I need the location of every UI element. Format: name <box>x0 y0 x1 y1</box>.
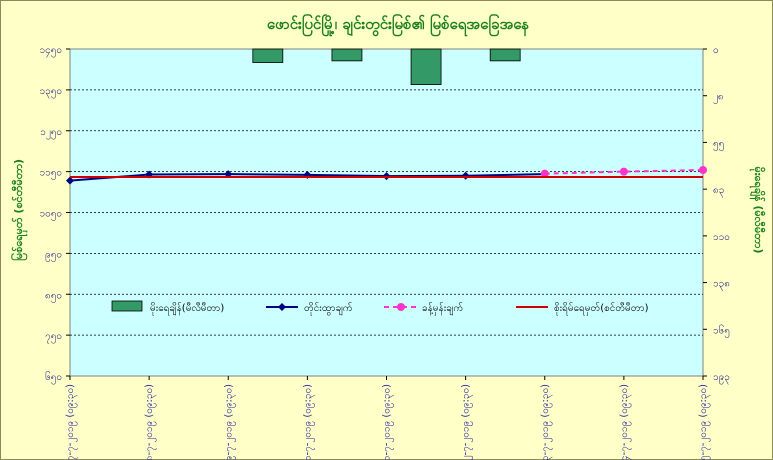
rainfall-bar <box>331 48 363 62</box>
y-axis-label-left: မြစ်ရေမှတ် (စင်တီမီတာ) <box>10 159 28 261</box>
bars <box>252 48 521 85</box>
y-tick-label-left: ၉၅၀ <box>45 249 62 262</box>
legend-marker-forecast <box>397 303 405 311</box>
y-tick-label-left: ၁၁၅၀ <box>40 168 63 181</box>
observed-point <box>66 176 74 185</box>
x-tick-label: ၂၅-၇-၂၀၁၉ (၀၉:၃၀) <box>698 384 711 460</box>
x-tick-label: ၂၀-၇-၂၀၁၉ (၀၉:၃၀) <box>302 384 315 460</box>
lines <box>66 165 707 185</box>
y-tick-label-left: ၁၂၅၀ <box>40 127 62 140</box>
legend-label: ခန့်မှန်းချက် <box>422 301 463 316</box>
x-tick-label: ၂၁-၇-၂၀၁၉ (၀၉:၃၀) <box>382 384 395 460</box>
legend-swatch-rainfall <box>111 300 143 312</box>
y-tick-label-right: ၁၃၈ <box>713 279 730 292</box>
x-tick-label: ၁၉-၇-၂၀၁၉ (၀၉:၃၀) <box>223 384 236 460</box>
x-tick-label: ၁၇-၇-၂၀၁၉ (၀၉:၃၀) <box>65 384 78 460</box>
y-tick-label-left: ၁၀၅၀ <box>40 209 63 222</box>
grid <box>70 89 703 336</box>
y-tick-label-left: ၁၄၅၀ <box>40 45 63 58</box>
y-tick-label-right: ၁၉၃ <box>713 372 730 385</box>
y-axis-label-right: မိုးရေချိန် (မီလီမီတာ) <box>749 167 766 254</box>
x-tick-label: ၂၃-၇-၂၀၁၉ (၀၉:၃၀) <box>540 384 553 460</box>
y-tick-label-left: ၁၃၅၀ <box>40 86 63 99</box>
forecast-point <box>699 165 707 174</box>
legend-marker-observed <box>278 303 286 311</box>
y-tick-label-right: ၁၆၅ <box>713 323 730 338</box>
y-tick-label-right: ၁၁၀ <box>713 232 730 243</box>
forecast-point <box>619 167 628 176</box>
rainfall-bar <box>410 48 442 85</box>
y-ticks-right: ၁၉၃ ၁၆၅ ၁၃၈ ၁၁၀ ၈၃ ၅၅ ၂၈ ၀ <box>703 45 730 385</box>
legend-label: မိုးရေချိန်(မီလီမီတာ) <box>150 301 224 316</box>
forecast-point <box>540 169 549 178</box>
y-ticks-left: ၆၅၀ ၇၅၀ ၈၅၀ ၉၅၀ ၁၀၅၀ ၁၁၅၀ ၁၂၅၀ ၁၃၅၀ ၁၄၅၀ <box>40 45 70 385</box>
rainfall-bar <box>252 48 284 63</box>
rainfall-bar <box>489 48 521 62</box>
y-tick-label-right: ၅၅ <box>713 138 724 151</box>
x-tick-label: ၂၄-၇-၂၀၁၉ (၀၉:၃၀) <box>619 384 632 460</box>
legend-label: စိုးရိမ်ရေမှတ်(စင်တီမီတာ) <box>554 301 649 316</box>
y-tick-label-left: ၆၅၀ <box>45 370 62 385</box>
y-tick-label-right: ၀ <box>713 45 719 56</box>
x-tick-label: ၁၈-၇-၂၀၁၉ (၀၉:၃၀) <box>144 384 157 460</box>
y-tick-label-right: ၈၃ <box>713 185 724 198</box>
x-ticks: ၁၇-၇-၂၀၁၉ (၀၉:၃၀) ၁၈-၇-၂၀၁၉ (၀၉:၃၀) ၁၉-၇-၂… <box>65 376 711 460</box>
x-tick-label: ၂၂-၇-၂၀၁၉ (၀၉:၃၀) <box>461 384 474 460</box>
y-tick-label-left: ၇၅၀ <box>45 331 62 344</box>
y-tick-label-right: ၂၈ <box>713 92 724 105</box>
chart-title: ဖောင်းပြင်မြို့၊ ချင်းတွင်းမြစ်၏ မြစ်ရေအ… <box>267 13 530 37</box>
legend: မိုးရေချိန်(မီလီမီတာ) တိုင်းထွာချက် ခန့်မှ… <box>111 300 649 316</box>
legend-label: တိုင်းထွာချက် <box>304 301 353 316</box>
y-tick-label-left: ၈၅၀ <box>45 290 62 303</box>
